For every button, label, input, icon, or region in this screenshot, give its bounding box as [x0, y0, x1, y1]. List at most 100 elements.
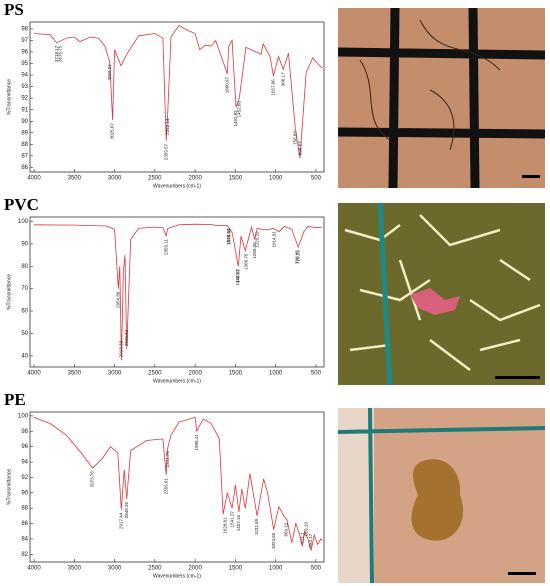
peak-label: 1628.01 — [222, 517, 227, 534]
peak-label: 1452.68 — [236, 101, 241, 118]
plot-frame — [29, 21, 325, 173]
peak-label: 1231.89 — [254, 518, 259, 535]
peak-label: 2917.44 — [118, 512, 123, 529]
y-tick-label: 90 — [21, 119, 28, 125]
y-tick-label: 89 — [21, 130, 28, 136]
x-tick-label: 1500 — [229, 371, 243, 377]
x-tick-label: 1000 — [269, 371, 283, 377]
y-tick-label: 88 — [21, 506, 28, 512]
y-tick-label: 86 — [21, 165, 28, 171]
peak-label: 1014.91 — [272, 231, 277, 248]
x-tick-label: 500 — [311, 566, 322, 572]
y-tick-label: 94 — [21, 73, 28, 79]
x-axis-title: Wavenumbers (cm-1) — [153, 183, 201, 189]
x-tick-label: 500 — [311, 176, 322, 182]
y-tick-label: 94 — [21, 460, 28, 466]
panel-label: PVC — [4, 195, 39, 214]
peak-label: 1457.16 — [236, 515, 241, 532]
panel-label: PE — [4, 390, 26, 409]
x-tick-label: 1500 — [229, 176, 243, 182]
x-tick-label: 2000 — [188, 371, 202, 377]
x-tick-label: 3000 — [108, 371, 122, 377]
y-tick-label: 40 — [21, 353, 28, 359]
y-tick-label: 80 — [21, 264, 28, 270]
x-tick-label: 4000 — [27, 371, 41, 377]
y-tick-label: 92 — [21, 96, 28, 102]
y-axis-title: %Transmittance — [6, 79, 12, 115]
y-tick-label: 98 — [21, 429, 28, 435]
y-axis-title: %Transmittance — [6, 274, 12, 310]
x-tick-label: 1500 — [229, 566, 243, 572]
peak-label: 1472.92 — [235, 269, 240, 286]
peak-label: 1366.75 — [243, 253, 248, 270]
peak-label: 619.19 — [304, 522, 309, 536]
peak-label: 2359.57 — [163, 143, 168, 160]
spectrum-line — [33, 223, 323, 361]
x-tick-label: 2000 — [188, 566, 202, 572]
peak-label: 2849.42 — [124, 329, 129, 346]
y-axis-title: %Transmittance — [6, 469, 12, 505]
panel-label: PS — [4, 0, 24, 19]
particle — [410, 288, 460, 315]
x-axis-title: Wavenumbers (cm-1) — [153, 573, 201, 579]
peak-label: 869.12 — [283, 522, 288, 536]
peak-label: 3059.24 — [107, 64, 112, 81]
ps-micrograph — [337, 7, 546, 189]
image-edge — [338, 408, 374, 583]
y-tick-label: 96 — [21, 444, 28, 450]
peak-label: 1260.35 — [252, 242, 257, 259]
y-tick-label: 91 — [21, 107, 28, 113]
y-tick-label: 100 — [18, 413, 29, 419]
y-tick-label: 60 — [21, 309, 28, 315]
peak-label: 563.17 — [308, 533, 313, 547]
x-tick-label: 2500 — [148, 371, 162, 377]
x-tick-label: 2500 — [148, 176, 162, 182]
y-tick-label: 87 — [21, 153, 28, 159]
peak-label: 2359.11 — [163, 239, 168, 255]
y-tick-label: 82 — [21, 552, 28, 558]
pvc-micrograph — [338, 202, 545, 386]
x-tick-label: 4000 — [27, 566, 41, 572]
y-tick-label: 97 — [21, 38, 28, 44]
image-background — [338, 203, 545, 385]
peak-label: 3676.75 — [57, 45, 62, 62]
y-tick-label: 86 — [21, 521, 28, 527]
peak-label: 2954.86 — [115, 291, 120, 308]
peak-label: 2849.26 — [124, 501, 129, 518]
x-tick-label: 3500 — [68, 371, 82, 377]
y-tick-label: 50 — [21, 331, 28, 337]
x-tick-label: 2500 — [148, 566, 162, 572]
peak-label: 2342.14 — [165, 118, 170, 135]
y-tick-label: 95 — [21, 61, 28, 67]
peak-label: 1583.51 — [226, 228, 231, 245]
plot-frame — [29, 411, 325, 563]
grid-bars — [337, 407, 546, 584]
y-tick-label: 96 — [21, 50, 28, 56]
x-axis-title: Wavenumbers (cm-1) — [153, 378, 201, 384]
peak-label: 3718.17 — [54, 45, 59, 62]
y-tick-label: 92 — [21, 475, 28, 481]
peak-label: 3025.67 — [110, 123, 115, 140]
peak-label: 1492.82 — [233, 110, 238, 127]
spectrum-line — [33, 416, 323, 551]
peak-label: 1600.97 — [224, 76, 229, 93]
x-tick-label: 3000 — [108, 566, 122, 572]
peak-label: 2913.33 — [119, 341, 124, 358]
particle — [411, 459, 464, 541]
peak-label: 906.17 — [280, 72, 285, 86]
peak-label: 696.63 — [297, 141, 302, 155]
peak-label: 671.1 — [299, 532, 304, 544]
scale-bar — [522, 175, 540, 178]
y-tick-label: 93 — [21, 84, 28, 90]
grid-bar — [377, 202, 393, 386]
peak-label: 1024.65 — [271, 532, 276, 549]
peak-label: 730.05 — [295, 250, 300, 264]
y-tick-label: 88 — [21, 142, 28, 148]
x-tick-label: 1000 — [269, 176, 283, 182]
grid-bars — [337, 7, 546, 189]
peak-label: 719.23 — [295, 250, 300, 264]
y-tick-label: 84 — [21, 537, 28, 543]
x-tick-label: 3500 — [68, 176, 82, 182]
peak-label: 1463.3 — [236, 269, 241, 283]
